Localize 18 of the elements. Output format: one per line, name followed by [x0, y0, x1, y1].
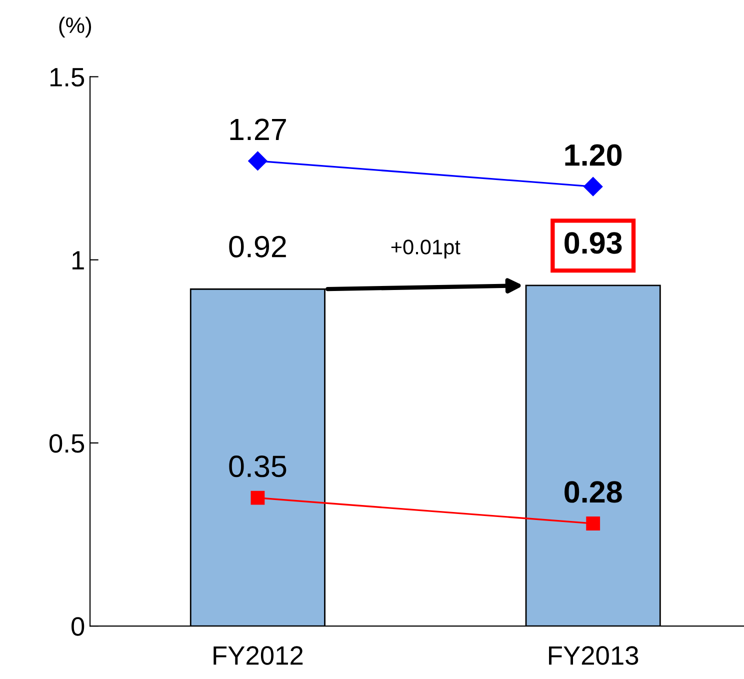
data-label: 0.35 — [229, 456, 286, 478]
x-tick-label: FY2013 — [549, 646, 638, 665]
y-tick-label: 1.5 — [50, 68, 84, 87]
point — [586, 516, 600, 530]
data-label: 1.27 — [230, 118, 286, 140]
y-tick-label: 0 — [72, 617, 84, 636]
y-tick-label: 1 — [72, 251, 84, 270]
point — [248, 151, 268, 170]
data-label: 0.28 — [564, 481, 622, 503]
data-label: 1.20 — [565, 144, 622, 166]
point — [584, 177, 603, 196]
data-label: 0.92 — [229, 236, 286, 258]
annotation: +0.01pt — [391, 240, 460, 259]
y-axis-title: (%) — [59, 16, 92, 38]
point — [250, 490, 265, 505]
y-tick-label: 0.5 — [50, 434, 84, 453]
x-tick-label: FY2012 — [214, 646, 303, 665]
data-label: 0.93 — [564, 232, 622, 254]
